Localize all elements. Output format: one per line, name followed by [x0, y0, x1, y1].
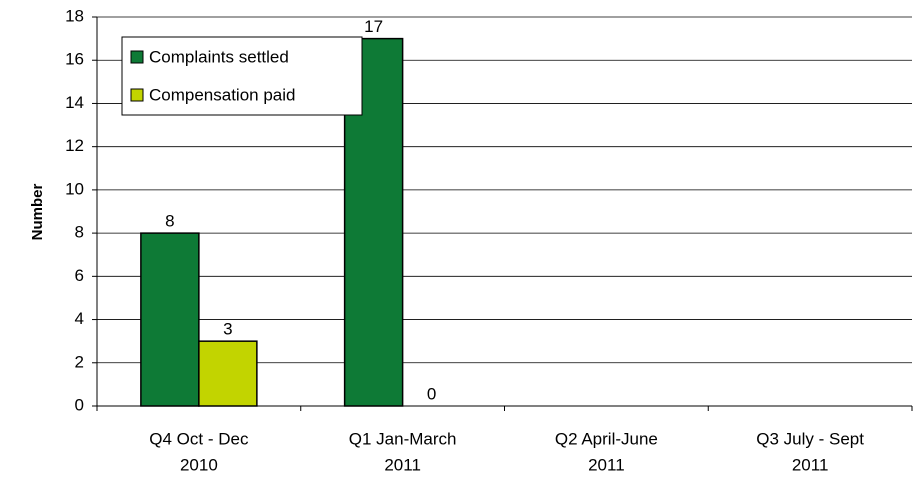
y-tick-label: 10 [65, 179, 84, 198]
bar [198, 340, 258, 407]
x-tick-label: 2011 [384, 455, 421, 474]
x-tick-label: Q1 Jan-March [349, 429, 457, 448]
legend-swatch [130, 50, 144, 64]
data-label: 3 [223, 320, 232, 339]
y-tick-label: 4 [75, 309, 84, 328]
y-tick-label: 12 [65, 136, 84, 155]
y-tick-label: 16 [65, 50, 84, 69]
y-tick-label: 6 [75, 266, 84, 285]
x-tick-label: 2011 [588, 455, 625, 474]
data-label: 0 [427, 384, 436, 403]
y-tick-label: 14 [65, 93, 84, 112]
y-tick-label: 8 [75, 223, 84, 242]
data-label: 17 [364, 17, 383, 36]
legend-label: Complaints settled [149, 47, 289, 66]
x-tick-label: 2010 [180, 455, 218, 474]
y-axis-label: Number [29, 184, 46, 241]
y-tick-label: 2 [75, 352, 84, 371]
x-tick-label: Q3 July - Sept [756, 429, 864, 448]
y-tick-label: 18 [65, 6, 84, 25]
legend-swatch [130, 88, 144, 102]
x-tick-label: Q2 April-June [555, 429, 658, 448]
legend-label: Compensation paid [149, 85, 295, 104]
x-tick-label: Q4 Oct - Dec [149, 429, 249, 448]
data-label: 8 [165, 212, 174, 231]
y-tick-label: 0 [75, 395, 84, 414]
x-tick-label: 2011 [792, 455, 829, 474]
legend-box [121, 36, 363, 116]
bar [140, 232, 200, 407]
